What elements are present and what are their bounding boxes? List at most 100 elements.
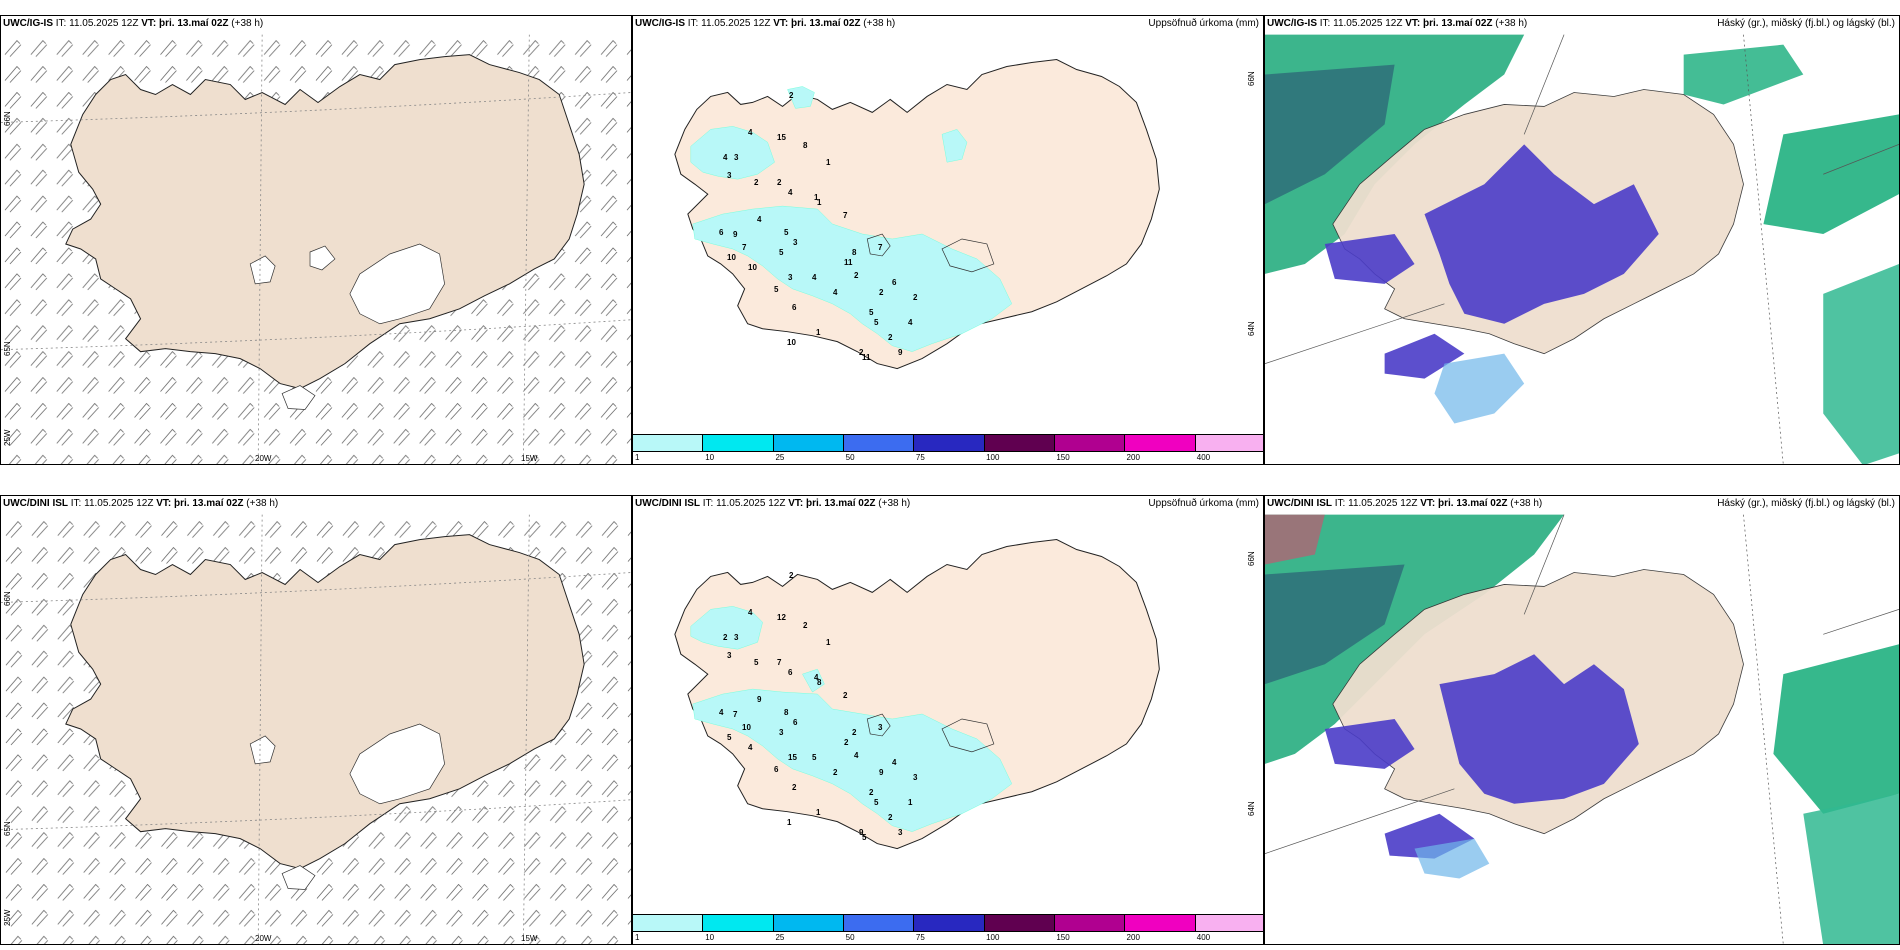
lon-label: 20W bbox=[255, 454, 272, 463]
precip-amount-label: 2 bbox=[879, 288, 884, 297]
precip-amount-label: 5 bbox=[874, 798, 879, 807]
precip-amount-label: 12 bbox=[777, 613, 786, 622]
precip-area bbox=[802, 668, 825, 693]
precip-amount-label: 4 bbox=[788, 188, 793, 197]
wind-map bbox=[1, 514, 631, 944]
precip-amount-label: 3 bbox=[727, 651, 732, 660]
precip-amount-label: 4 bbox=[814, 673, 819, 682]
precip-amount-label: 8 bbox=[817, 678, 822, 687]
low-cloud bbox=[1414, 838, 1490, 879]
precip-amount-label: 1 bbox=[816, 328, 821, 337]
glacier-outline bbox=[941, 718, 995, 753]
precip-amount-label: 7 bbox=[742, 243, 747, 252]
colorbar-tick-label: 150 bbox=[1056, 453, 1070, 462]
cloud-map bbox=[1265, 514, 1899, 944]
colorbar-swatch bbox=[633, 915, 704, 931]
colorbar-swatch bbox=[773, 435, 844, 451]
lat-label: 66N bbox=[1247, 71, 1256, 86]
graticule bbox=[1, 34, 631, 464]
precip-title: Uppsöfnuð úrkoma (mm) bbox=[1148, 498, 1259, 509]
panel-title: UWC/IG-IS IT: 11.05.2025 12Z VT: þri. 13… bbox=[1267, 18, 1528, 29]
colorbar bbox=[633, 434, 1263, 452]
precip-amount-label: 4 bbox=[719, 708, 724, 717]
high-cloud bbox=[1773, 644, 1899, 814]
precip-amount-label: 3 bbox=[779, 728, 784, 737]
precip-amount-label: 2 bbox=[854, 271, 859, 280]
colorbar-swatch bbox=[633, 435, 704, 451]
colorbar-ticks: 1 10 25 50 75 100 150 200 400 bbox=[633, 453, 1263, 463]
precip-panel-bottom: UWC/DINI ISL IT: 11.05.2025 12Z VT: þri.… bbox=[632, 495, 1264, 945]
precip-amount-label: 15 bbox=[788, 753, 797, 762]
precip-amount-label: 6 bbox=[793, 718, 798, 727]
precip-labels-top: 2 4 3 15 8 1 3 4 2 2 4 1 1 7 6 4 9 5 7 3 5 10 10 11 8 7 2 4 3 5 6 4 2 6 2 5… bbox=[632, 33, 1264, 433]
mid-cloud bbox=[1324, 719, 1415, 769]
panel-title: UWC/DINI ISL IT: 11.05.2025 12Z VT: þri.… bbox=[3, 498, 279, 509]
colorbar-tick-label: 400 bbox=[1196, 453, 1211, 462]
mid-cloud bbox=[1384, 333, 1465, 379]
precip-amount-label: 11 bbox=[862, 353, 871, 362]
colorbar-tick-label: 150 bbox=[1056, 933, 1070, 942]
precip-amount-label: 5 bbox=[779, 248, 784, 257]
precip-amount-label: 8 bbox=[784, 708, 789, 717]
precip-amount-label: 2 bbox=[843, 691, 848, 700]
precip-amount-label: 4 bbox=[908, 318, 913, 327]
precip-amount-label: 1 bbox=[908, 798, 913, 807]
precip-amount-label: 2 bbox=[869, 788, 874, 797]
cloud-title: Háský (gr.), miðský (fj.bl.) og lágský (… bbox=[1717, 498, 1895, 509]
precip-amount-label: 9 bbox=[879, 768, 884, 777]
precip-amount-label: 7 bbox=[878, 243, 883, 252]
low-cloud bbox=[1434, 353, 1525, 424]
precip-amount-label: 8 bbox=[852, 248, 857, 257]
precip-labels-bottom: 2 4 3 12 2 1 3 2 5 7 6 4 8 2 4 9 7 8 10 6 3 5 4 2 2 3 4 5 15 6 2 2 9 4 3 2 5… bbox=[632, 513, 1264, 913]
colorbar-swatch bbox=[1195, 435, 1263, 451]
lat-label: 66N bbox=[1247, 551, 1256, 566]
colorbar-swatch bbox=[843, 915, 915, 931]
precip-amount-label: 5 bbox=[727, 733, 732, 742]
colorbar-tick-label: 50 bbox=[845, 453, 855, 462]
precip-amount-label: 5 bbox=[754, 658, 759, 667]
iceland-land bbox=[65, 54, 585, 390]
cloud-panel-top: UWC/IG-IS IT: 11.05.2025 12Z VT: þri. 13… bbox=[1264, 15, 1900, 465]
precip-amount-label: 7 bbox=[843, 211, 848, 220]
lat-label: 64N bbox=[1247, 321, 1256, 336]
colorbar-swatch bbox=[703, 435, 774, 451]
precip-amount-label: 1 bbox=[814, 193, 819, 202]
wind-panel-top: UWC/IG-IS IT: 11.05.2025 12Z VT: þri. 13… bbox=[0, 15, 632, 465]
precip-amount-label: 6 bbox=[719, 228, 724, 237]
precip-amount-label: 7 bbox=[733, 710, 738, 719]
precip-amount-label: 2 bbox=[723, 633, 728, 642]
cloud-panel-bottom: UWC/DINI ISL IT: 11.05.2025 12Z VT: þri.… bbox=[1264, 495, 1900, 945]
precip-amount-label: 3 bbox=[734, 633, 739, 642]
precip-area bbox=[941, 129, 968, 163]
precip-area bbox=[787, 86, 815, 109]
precip-amount-label: 5 bbox=[874, 318, 879, 327]
colorbar bbox=[633, 914, 1263, 932]
colorbar-tick-label: 75 bbox=[915, 933, 925, 942]
glacier-outline bbox=[941, 238, 995, 273]
glacier-myrdalsjokull bbox=[281, 385, 316, 410]
precip-amount-label: 4 bbox=[748, 608, 753, 617]
colorbar-swatch bbox=[703, 915, 774, 931]
mid-cloud bbox=[1424, 144, 1659, 324]
colorbar-tick-label: 10 bbox=[705, 933, 715, 942]
precip-amount-label: 4 bbox=[748, 743, 753, 752]
glacier-outline bbox=[866, 233, 891, 257]
precip-amount-label: 9 bbox=[733, 230, 738, 239]
precip-amount-label: 11 bbox=[844, 258, 853, 267]
glacier-vatnajokull bbox=[349, 723, 445, 805]
colorbar-tick-label: 10 bbox=[705, 453, 715, 462]
wind-map bbox=[1, 34, 631, 464]
precip-amount-label: 2 bbox=[852, 728, 857, 737]
precip-area bbox=[690, 126, 775, 180]
cloud-title: Háský (gr.), miðský (fj.bl.) og lágský (… bbox=[1717, 18, 1895, 29]
precip-amount-label: 9 bbox=[859, 828, 864, 837]
precip-amount-label: 2 bbox=[833, 768, 838, 777]
lon-label: 25W bbox=[3, 429, 12, 446]
precip-amount-label: 10 bbox=[742, 723, 751, 732]
precip-amount-label: 3 bbox=[788, 273, 793, 282]
precip-map bbox=[674, 59, 1160, 370]
high-cloud bbox=[1683, 44, 1804, 105]
precip-amount-label: 10 bbox=[748, 263, 757, 272]
lat-label: 64N bbox=[1247, 801, 1256, 816]
lon-label: 25W bbox=[3, 909, 12, 926]
